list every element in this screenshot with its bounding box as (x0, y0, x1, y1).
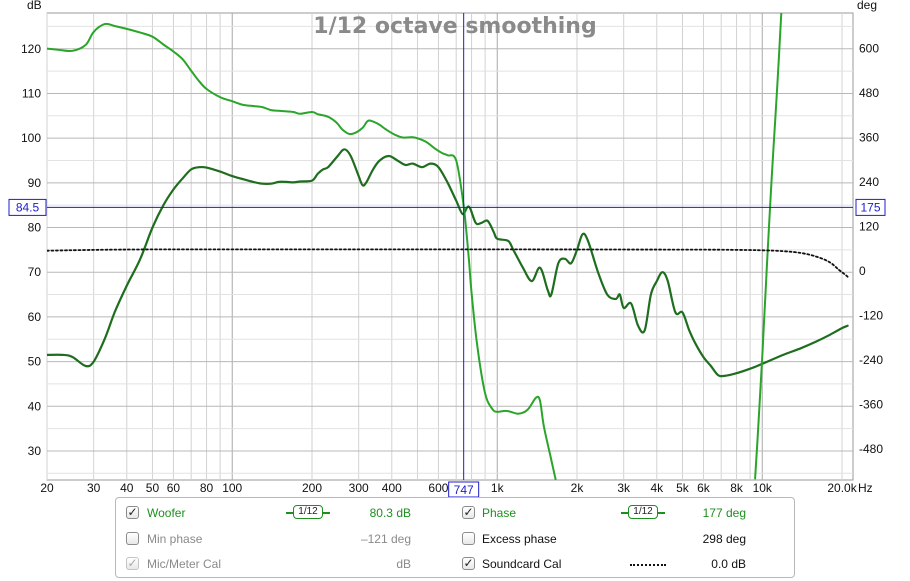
woofer-smoothing-den: 12 (306, 506, 318, 517)
phase-smoothing-num: 1 (633, 506, 639, 517)
cursor-deg-box (855, 198, 886, 216)
min-phase-label: Min phase (147, 532, 203, 546)
x-tick-label: 20.0k (827, 481, 857, 495)
plot-area[interactable] (46, 12, 854, 481)
left-tick-label: 80 (28, 221, 42, 235)
left-tick-label: 100 (21, 131, 41, 145)
left-tick-label: 60 (28, 310, 42, 324)
excess-phase-checkbox[interactable] (462, 532, 475, 545)
phase-label: Phase (482, 506, 517, 520)
left-tick-label: 90 (28, 176, 42, 190)
woofer-smoothing-button[interactable]: 1/12 (293, 505, 323, 519)
left-tick-label: 120 (21, 42, 41, 56)
right-tick-label: -480 (859, 442, 883, 456)
x-tick-label: 20 (40, 481, 54, 495)
cursor-db-box (8, 198, 47, 216)
soundcard-cal-checkbox[interactable]: ✓ (462, 556, 475, 570)
mic-meter-cal-label: Mic/Meter Cal (147, 557, 222, 571)
x-tick-label: 60 (167, 481, 181, 495)
mic-meter-cal-checkbox[interactable]: ✓ (126, 556, 139, 570)
phase-smoothing-den: 12 (641, 506, 653, 517)
phase-smoothing-button[interactable]: 1/12 (628, 505, 658, 519)
x-tick-label: 80 (200, 481, 214, 495)
woofer-checkbox[interactable]: ✓ (126, 505, 139, 519)
chart-title: 1/12 octave smoothing (313, 14, 596, 39)
x-tick-label: 100 (222, 481, 242, 495)
excess-phase-label: Excess phase (482, 532, 557, 546)
x-tick-label: 10k (753, 481, 773, 495)
soundcard-cal-value: 0.0 dB (711, 557, 746, 571)
min-phase-value: –121 deg (360, 532, 411, 546)
x-tick-label: 4k (650, 481, 664, 495)
right-tick-label: 0 (859, 264, 866, 278)
x-tick-label: 50 (146, 481, 160, 495)
woofer-smoothing-num: 1 (298, 506, 304, 517)
x-tick-label: 40 (120, 481, 134, 495)
right-tick-label: 360 (859, 131, 879, 145)
left-axis-unit: dB (27, 0, 42, 12)
x-tick-label: 600 (428, 481, 448, 495)
right-tick-label: 600 (859, 42, 879, 56)
woofer-label: Woofer (147, 506, 186, 520)
phase-value: 177 deg (702, 506, 746, 520)
cursor-crosshair[interactable]: 84.5 175 747 (8, 13, 886, 497)
right-axis-unit: deg (857, 0, 877, 12)
left-tick-label: 70 (28, 265, 42, 279)
cursor-db-label: 84.5 (16, 200, 40, 214)
x-tick-label: 8k (730, 481, 744, 495)
right-tick-label: -240 (859, 353, 883, 367)
x-tick-label: 6k (697, 481, 711, 495)
left-tick-label: 110 (22, 86, 41, 100)
woofer-value: 80.3 dB (369, 506, 411, 520)
right-tick-label: 240 (859, 175, 879, 189)
x-axis-unit: Hz (858, 481, 873, 495)
right-tick-label: -120 (859, 308, 883, 322)
phase-checkbox[interactable]: ✓ (462, 505, 475, 519)
left-tick-label: 30 (28, 444, 42, 458)
trace-legend-panel: ✓ Woofer 1/12 80.3 dB ✓ Phase 1/12 177 d… (115, 497, 795, 578)
series-line-phase (47, 22, 557, 480)
right-tick-label: -360 (859, 397, 883, 411)
series-line-soundcard-cal (47, 248, 849, 278)
mic-meter-cal-value: dB (396, 557, 411, 571)
cursor-deg-label: 175 (860, 200, 880, 214)
x-tick-label: 300 (349, 481, 369, 495)
min-phase-checkbox[interactable] (126, 532, 139, 545)
x-tick-label: 5k (676, 481, 690, 495)
soundcard-cal-line-sample (630, 564, 666, 566)
x-tick-label: 200 (302, 481, 322, 495)
axis-labels: 20 30 40 50 60 80 100 200 300 400 600 1k 2k 3k 4k 5k 6k 8… (21, 42, 883, 495)
legend-row-cal: ✓ Mic/Meter Cal dB ✓ Soundcard Cal 0.0 d… (116, 553, 794, 577)
x-tick-label: 400 (382, 481, 402, 495)
x-tick-label: 30 (87, 481, 101, 495)
right-tick-label: 480 (859, 86, 879, 100)
x-tick-label: 2k (571, 481, 585, 495)
right-tick-label: 120 (859, 219, 879, 233)
x-tick-label: 1k (491, 481, 505, 495)
left-tick-label: 40 (28, 399, 42, 413)
left-tick-label: 50 (28, 355, 42, 369)
soundcard-cal-label: Soundcard Cal (482, 557, 562, 571)
cursor-freq-label: 747 (454, 483, 474, 497)
cursor-freq-box (448, 481, 480, 497)
legend-row-woofer-phase: ✓ Woofer 1/12 80.3 dB ✓ Phase 1/12 177 d… (116, 502, 794, 526)
legend-row-minphase-excess: Min phase –121 deg Excess phase 298 deg (116, 528, 794, 552)
excess-phase-value: 298 deg (702, 532, 746, 546)
x-tick-label: 3k (617, 481, 631, 495)
